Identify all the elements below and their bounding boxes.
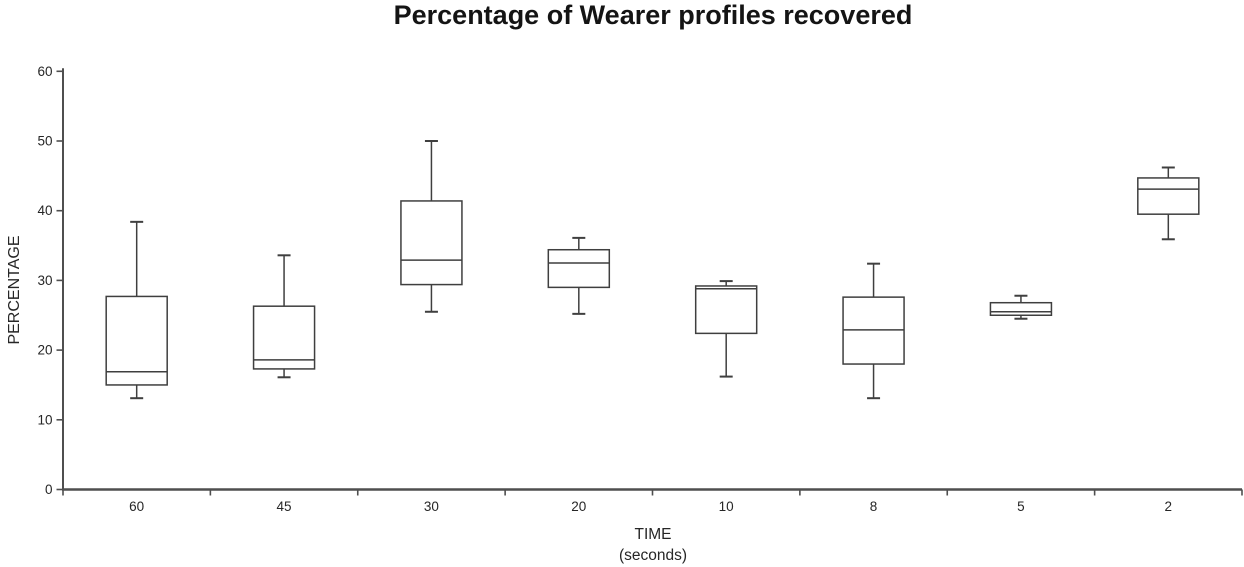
- iqr-box: [694, 285, 758, 335]
- x-tick-label: 2: [1165, 499, 1173, 514]
- boxplot-group-2: [1137, 166, 1200, 241]
- boxplot-group-60: [105, 220, 168, 400]
- chart-title: Percentage of Wearer profiles recovered: [393, 0, 913, 30]
- y-tick-label: 0: [45, 482, 53, 497]
- iqr-box: [105, 295, 168, 386]
- y-tick-label: 40: [37, 203, 52, 218]
- boxplot-group-30: [400, 140, 463, 313]
- x-tick-label: 45: [277, 499, 292, 514]
- boxplot-group-8: [842, 262, 905, 400]
- x-tick-label: 60: [129, 499, 144, 514]
- y-tick-label: 20: [37, 343, 52, 358]
- x-tick-label: 10: [719, 499, 734, 514]
- iqr-box: [989, 301, 1053, 317]
- x-tick-label: 20: [571, 499, 586, 514]
- x-tick-label: 8: [870, 499, 878, 514]
- boxplot-group-45: [252, 254, 316, 379]
- y-tick-label: 30: [37, 273, 52, 288]
- x-tick-label: 30: [424, 499, 439, 514]
- boxplot-group-20: [547, 236, 611, 315]
- iqr-box: [547, 248, 611, 289]
- boxplot-group-10: [694, 280, 758, 378]
- iqr-box: [252, 305, 316, 370]
- iqr-box: [400, 200, 463, 286]
- x-axis-label-main: TIME: [634, 526, 672, 543]
- boxplot-group-5: [989, 294, 1053, 320]
- x-axis-label-group: TIME (seconds): [63, 524, 1243, 566]
- y-tick-label: 50: [37, 134, 52, 149]
- y-tick-label: 60: [37, 64, 52, 79]
- x-tick-label: 5: [1017, 499, 1025, 514]
- y-tick-label: 10: [37, 412, 52, 427]
- x-axis-label-sub: (seconds): [618, 547, 688, 564]
- iqr-box: [1137, 177, 1200, 215]
